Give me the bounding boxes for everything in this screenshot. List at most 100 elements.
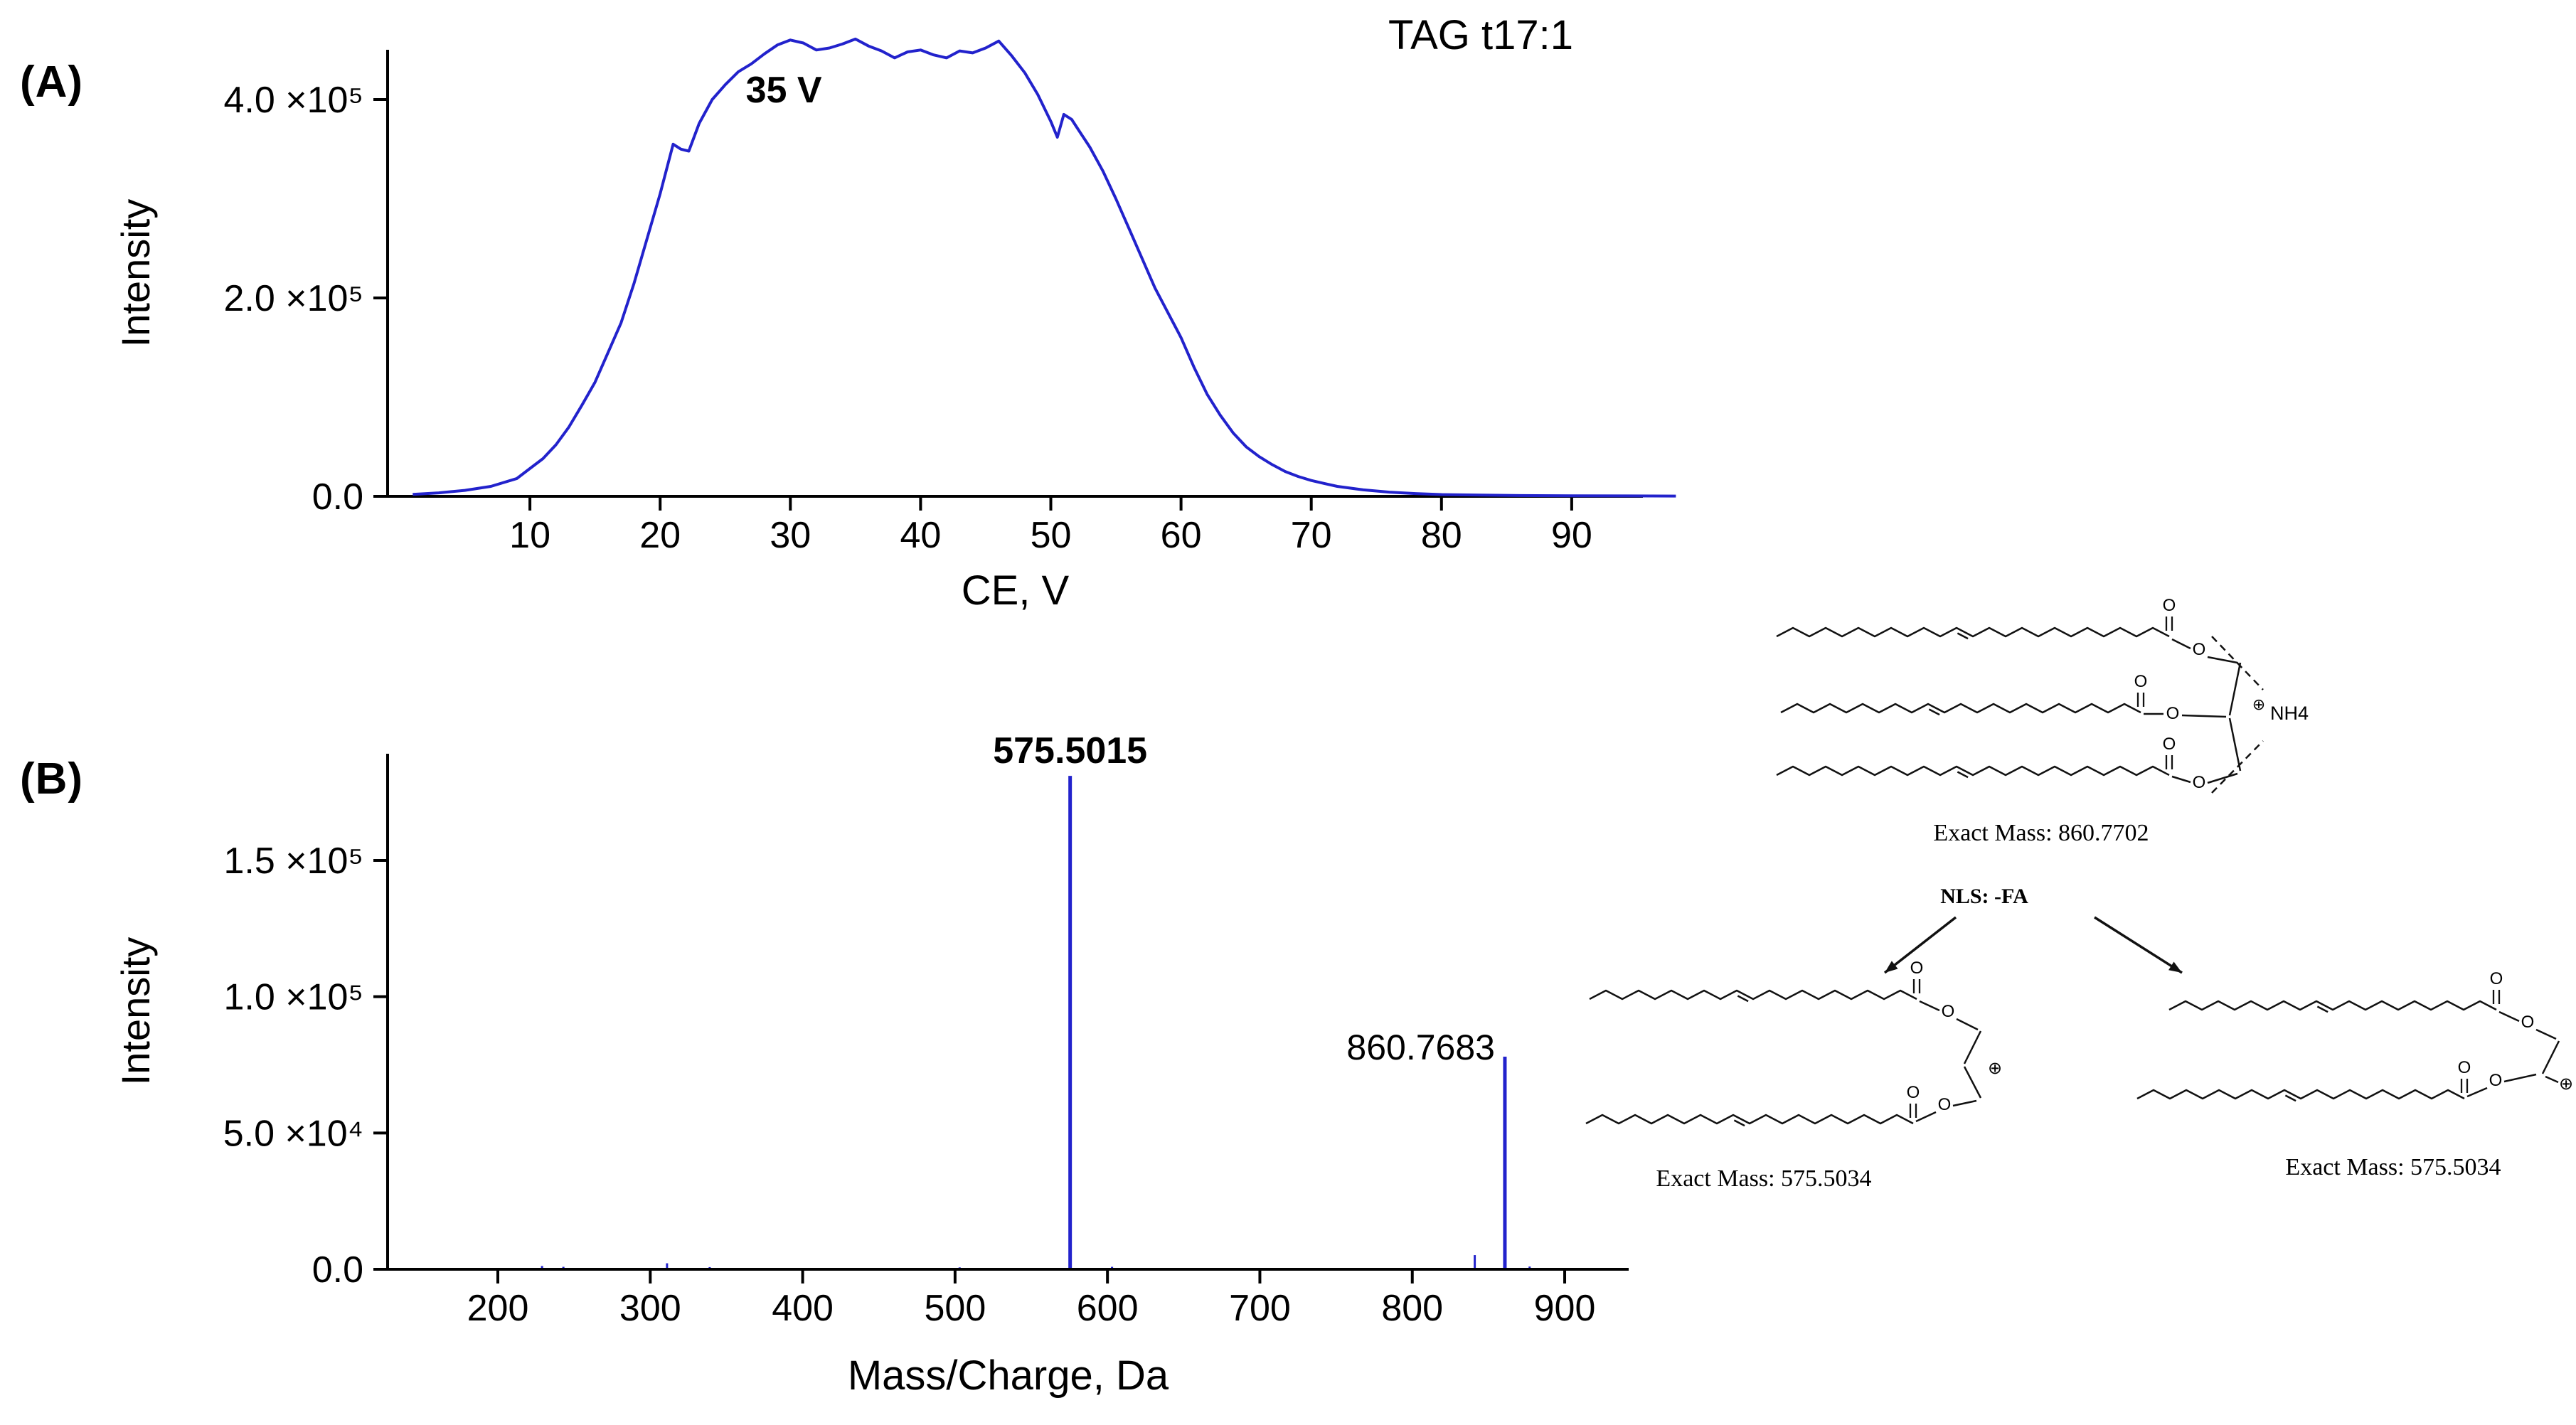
bond — [2181, 714, 2227, 718]
atom-O: O — [2490, 969, 2503, 988]
y-tick-label: 4.0 ×10⁵ — [224, 80, 364, 121]
bond — [1915, 1111, 1937, 1123]
y-tick-label: 0.0 — [312, 476, 363, 518]
x-tick-label: 600 — [1077, 1288, 1139, 1329]
arrow-head — [1885, 961, 1898, 973]
figure-title: TAG t17:1 — [1388, 12, 1574, 58]
double-bond — [2284, 1094, 2296, 1102]
panel-a-label: (A) — [20, 58, 84, 107]
acyl-chain — [1585, 1114, 1914, 1125]
x-tick-label: 500 — [924, 1288, 986, 1329]
atom-O: O — [2193, 773, 2206, 792]
y-axis-title: Intensity — [113, 937, 158, 1086]
double-bond — [1928, 708, 1940, 716]
bond — [2545, 1075, 2559, 1084]
precursor-exact-mass-label: Exact Mass: 860.7702 — [1933, 820, 2149, 846]
y-tick-label: 5.0 ×10⁴ — [223, 1113, 363, 1154]
x-tick-label: 900 — [1534, 1288, 1596, 1329]
x-tick-label: 30 — [770, 515, 811, 556]
bond — [1956, 1018, 1979, 1031]
charge-symbol: ⊕ — [2252, 695, 2265, 713]
peak-label: 860.7683 — [1346, 1028, 1495, 1067]
cleavage-dash — [2211, 636, 2264, 690]
charge-symbol: ⊕ — [2559, 1074, 2573, 1094]
breakdown-trace — [413, 37, 1676, 498]
bond — [2207, 772, 2238, 784]
acyl-chain — [1776, 626, 2170, 638]
bond — [2228, 662, 2242, 716]
x-tick-label: 50 — [1031, 515, 1072, 556]
fragment-left-exact-mass-label: Exact Mass: 575.5034 — [1656, 1165, 1871, 1192]
x-tick-label: 800 — [1381, 1288, 1443, 1329]
x-tick-label: 400 — [772, 1288, 834, 1329]
ms2-spectrum-chart: 200 300 400 500 600 700 800 900 0.0 5.0 ×10⁴ 1.0 ×… — [113, 730, 1629, 1399]
y-tick-label: 2.0 ×10⁵ — [224, 278, 364, 319]
x-tick-label: 60 — [1161, 515, 1202, 556]
bond — [2171, 775, 2191, 784]
bond — [2171, 638, 2191, 650]
x-tick-label: 90 — [1551, 515, 1592, 556]
breakdown-curve-chart: 10 20 30 40 50 60 70 80 90 0.0 2.0 ×10⁵ 4.0 ×10⁵ 35 … — [113, 37, 1676, 614]
fragmentation-arrow — [1883, 916, 1957, 974]
atom-O: O — [2458, 1058, 2471, 1077]
axes — [386, 754, 1629, 1271]
atom-O: O — [2193, 640, 2206, 659]
optimal-ce-annotation: 35 V — [746, 70, 822, 111]
atom-O: O — [2163, 735, 2176, 754]
ammonium-adduct-label: NH4 — [2270, 703, 2309, 724]
atom-O: O — [2134, 672, 2148, 691]
x-tick-label: 700 — [1229, 1288, 1291, 1329]
x-axis-title: Mass/Charge, Da — [848, 1352, 1169, 1399]
double-bond — [1957, 771, 1969, 779]
bond — [2503, 1073, 2537, 1083]
x-tick-label: 80 — [1421, 515, 1462, 556]
bond — [2535, 1028, 2557, 1040]
atom-O: O — [1910, 959, 1924, 978]
arrow-head — [2168, 961, 2182, 973]
fragment-right-exact-mass-label: Exact Mass: 575.5034 — [2285, 1154, 2501, 1180]
acyl-chain — [1776, 765, 2170, 776]
neutral-loss-label: NLS: -FA — [1940, 885, 2028, 908]
bond — [2541, 1040, 2560, 1074]
atom-O: O — [1938, 1095, 1952, 1114]
x-tick-label: 40 — [900, 515, 941, 556]
bond — [2228, 717, 2242, 772]
cleavage-dash — [2211, 740, 2264, 794]
atom-O: O — [2489, 1071, 2503, 1090]
x-tick-label: 70 — [1291, 515, 1332, 556]
atom-O: O — [2163, 596, 2176, 615]
bond — [2498, 1010, 2520, 1023]
bond — [2207, 656, 2238, 664]
bond — [1919, 1000, 1940, 1012]
fragmentation-arrow — [2094, 916, 2183, 974]
panel-b-label: (B) — [20, 754, 84, 804]
atom-O: O — [1907, 1083, 1920, 1102]
y-tick-label: 1.0 ×10⁵ — [224, 977, 364, 1018]
x-tick-label: 300 — [619, 1288, 681, 1329]
y-axis-title: Intensity — [113, 199, 158, 348]
bond — [1963, 1066, 1982, 1099]
axes — [386, 50, 1643, 498]
x-tick-label: 10 — [509, 515, 550, 556]
y-tick-label: 0.0 — [312, 1249, 363, 1291]
bond — [2466, 1087, 2488, 1098]
double-bond — [1957, 632, 1969, 640]
x-tick-label: 200 — [467, 1288, 529, 1329]
atom-O: O — [2166, 704, 2180, 723]
x-axis-title: CE, V — [962, 567, 1070, 614]
acyl-chain — [2168, 1000, 2497, 1011]
atom-O: O — [2521, 1013, 2535, 1032]
double-bond — [2316, 1005, 2328, 1013]
y-tick-label: 1.5 ×10⁵ — [224, 840, 364, 882]
acyl-chain — [1589, 989, 1917, 1000]
acyl-chain — [1780, 703, 2141, 714]
double-bond — [1733, 1119, 1745, 1127]
bond — [1952, 1099, 1977, 1107]
charge-symbol: ⊕ — [1988, 1059, 2002, 1078]
bond — [1963, 1030, 1982, 1064]
double-bond — [1737, 995, 1749, 1003]
peak-label: 575.5015 — [993, 730, 1147, 772]
acyl-chain — [2136, 1089, 2465, 1100]
